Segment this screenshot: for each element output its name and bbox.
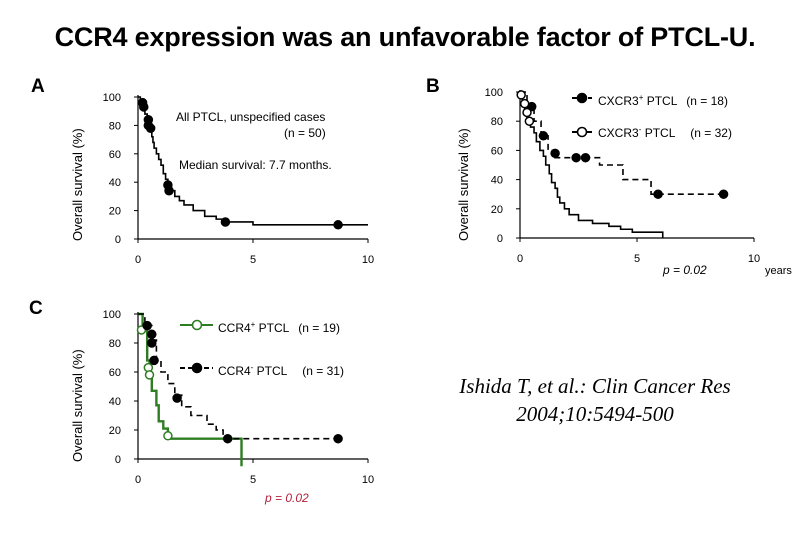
panel-c-censor-mark-ccr4-ptcl	[172, 393, 182, 403]
panel-b-censor-mark-cxcr3-ptcl	[519, 98, 530, 109]
panel-c-censor-mark-ccr4-ptcl	[147, 329, 157, 340]
panel-a-ytick-label: 60	[109, 149, 121, 161]
panel-b-censor-mark-cxcr3-ptcl	[550, 148, 560, 159]
panel-b-legend-marker-cxcr3-ptcl	[576, 92, 588, 104]
panel-a-ytick-label: 40	[109, 177, 121, 189]
panel-b-ytick-label: 20	[491, 204, 503, 216]
panel-a-censor-mark-all-ptcl-u	[139, 102, 149, 112]
panel-c-censor-mark-ccr4-ptcl	[142, 320, 152, 331]
panel-a-censor-mark-all-ptcl-u	[145, 123, 156, 133]
panel-a-xtick-label: 10	[362, 254, 374, 266]
legend-ccr4-negative-name: CCR4	[218, 364, 251, 378]
panel-c-censor-mark-ccr4-ptcl	[222, 433, 233, 444]
panel-b-xtick-label: 10	[748, 253, 760, 265]
legend-cxcr3-positive-rest: PTCL	[643, 94, 677, 108]
panel-b-pvalue: p = 0.02	[663, 263, 707, 277]
panel-b-ytick-label: 60	[491, 145, 503, 157]
legend-ccr4-negative-sup: -	[250, 363, 254, 372]
panel-b-censor-mark-cxcr3-ptcl	[571, 152, 581, 163]
panel-c-ytick-label: 20	[109, 425, 121, 437]
panel-b-censor-mark-cxcr3-ptcl	[522, 107, 532, 118]
panel-c-legend-marker-ccr4-ptcl	[191, 362, 203, 374]
panel-b-xtick-label: 0	[517, 253, 523, 265]
panel-a-censor-mark-all-ptcl-u	[220, 217, 231, 227]
panel-b-xaxis-years: years	[765, 265, 792, 277]
panel-b-censor-mark-cxcr3-ptcl	[538, 131, 549, 141]
panel-a-curve-all-ptcl-u	[138, 96, 368, 226]
legend-cxcr3-negative-sup: -	[638, 125, 642, 134]
panel-a-cohort-n: (n = 50)	[284, 126, 326, 140]
panel-a-cohort-label: All PTCL, unspecified cases	[176, 110, 326, 124]
citation: Ishida T, et al.: Clin Cancer Res 2004;1…	[420, 372, 770, 428]
legend-ccr4-positive-n: (n = 19)	[298, 321, 340, 335]
legend-cxcr3-positive-name: CXCR3	[598, 94, 639, 108]
panel-c-xtick-label: 10	[362, 474, 374, 486]
panel-b-ytick-label: 0	[497, 233, 503, 245]
panel-a-xtick-label: 0	[135, 254, 141, 266]
legend-ccr4-negative-rest: PTCL	[253, 364, 287, 378]
legend-ccr4-positive-sup: +	[250, 320, 256, 329]
legend-ccr4-positive-rest: PTCL	[255, 321, 289, 335]
panel-c-censor-mark-ccr4-ptcl	[147, 338, 157, 348]
panel-c-xtick-label: 5	[250, 474, 256, 486]
panel-c-ytick-label: 40	[109, 396, 121, 408]
panel-b-censor-mark-cxcr3-ptcl	[718, 189, 729, 199]
panel-a-ytick-label: 20	[109, 206, 121, 218]
legend-cxcr3-negative-n: (n = 32)	[690, 126, 732, 140]
panel-c-ytick-label: 60	[109, 367, 121, 379]
panel-c-legend-marker-ccr4-ptcl	[191, 319, 203, 331]
panel-b-ytick-label: 40	[491, 175, 503, 187]
panel-b-ytick-label: 80	[491, 116, 503, 128]
panel-a-ytick-label: 80	[109, 120, 121, 132]
panel-a-censor-mark-all-ptcl-u	[164, 185, 174, 196]
panel-b-curve-cxcr3-ptcl	[520, 91, 664, 238]
legend-cxcr3-positive-sup: +	[638, 93, 644, 102]
legend-cxcr3-negative-rest: PTCL	[641, 126, 675, 140]
panel-b-xtick-label: 5	[634, 253, 640, 265]
legend-cxcr3-positive-n: (n = 18)	[686, 94, 728, 108]
panel-c-censor-mark-ccr4-ptcl	[163, 431, 173, 441]
panel-b-ytick-label: 100	[485, 87, 503, 99]
legend-ccr4-positive: CCR4+ PTCL (n = 19)	[218, 320, 340, 335]
panel-c-pvalue: p = 0.02	[265, 491, 309, 505]
citation-line-2: 2004;10:5494-500	[516, 402, 674, 426]
panel-a-xtick-label: 5	[250, 254, 256, 266]
citation-line-1: Ishida T, et al.: Clin Cancer Res	[459, 374, 731, 398]
panel-b-curve-cxcr3-ptcl	[520, 91, 724, 195]
panel-a-censor-mark-all-ptcl-u	[333, 220, 343, 230]
panel-a-ytick-label: 100	[103, 92, 121, 104]
panel-a-ytick-label: 0	[115, 234, 121, 246]
legend-cxcr3-negative: CXCR3- PTCL (n = 32)	[598, 125, 732, 140]
panel-c-ytick-label: 0	[115, 454, 121, 466]
panel-c-censor-mark-ccr4-ptcl	[333, 433, 343, 444]
panel-c-ytick-label: 80	[109, 338, 121, 350]
legend-cxcr3-negative-name: CXCR3	[598, 126, 639, 140]
panel-letter-a: A	[31, 76, 45, 97]
panel-letter-b: B	[426, 76, 440, 97]
panel-c-curve-ccr4-ptcl	[138, 313, 339, 440]
legend-cxcr3-positive: CXCR3+ PTCL (n = 18)	[598, 93, 728, 108]
panel-b-legend-marker-cxcr3-ptcl	[576, 126, 588, 138]
panel-b-censor-mark-cxcr3-ptcl	[653, 189, 663, 199]
panel-c-censor-mark-ccr4-ptcl	[149, 355, 159, 366]
slide-title: CCR4 expression was an unfavorable facto…	[54, 22, 756, 52]
panel-c-xtick-label: 0	[135, 474, 141, 486]
legend-ccr4-negative: CCR4- PTCL (n = 31)	[218, 363, 344, 378]
panel-b-censor-mark-cxcr3-ptcl	[580, 152, 591, 163]
panel-b-censor-mark-cxcr3-ptcl	[524, 116, 535, 126]
legend-ccr4-negative-n: (n = 31)	[302, 364, 344, 378]
panel-b-censor-mark-cxcr3-ptcl	[516, 90, 526, 100]
legend-ccr4-positive-name: CCR4	[218, 321, 251, 335]
panel-letter-c: C	[29, 298, 43, 319]
panel-c-censor-mark-ccr4-ptcl	[144, 370, 155, 380]
panel-a-median-survival: Median survival: 7.7 months.	[179, 158, 332, 172]
panel-c-ytick-label: 100	[103, 309, 121, 321]
